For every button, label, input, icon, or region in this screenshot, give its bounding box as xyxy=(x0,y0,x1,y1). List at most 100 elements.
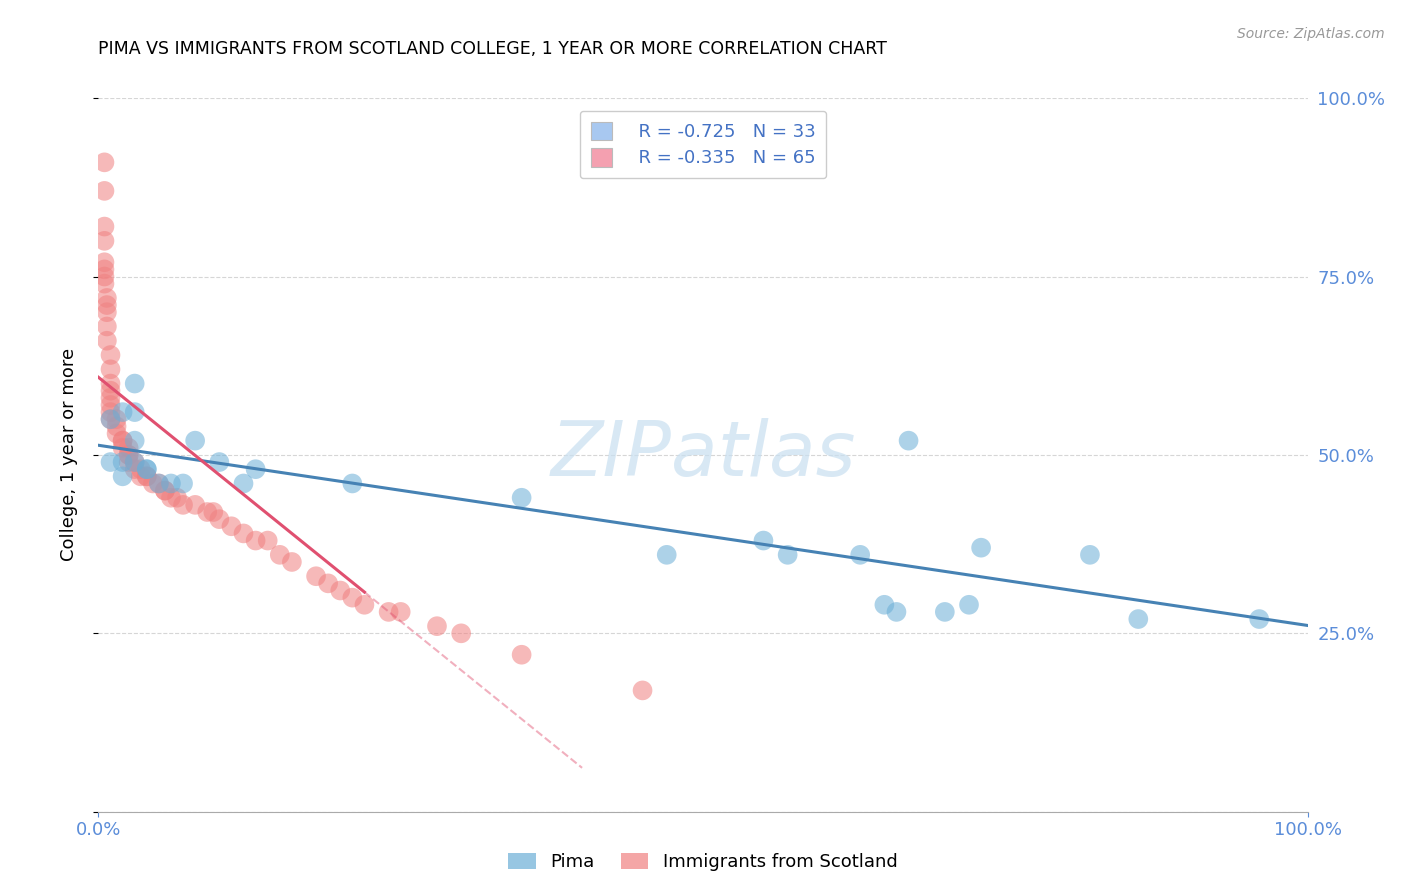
Point xyxy=(93,255,115,269)
Point xyxy=(1128,612,1150,626)
Point xyxy=(1249,612,1271,626)
Point xyxy=(450,626,472,640)
Point xyxy=(100,398,122,412)
Point xyxy=(96,298,118,312)
Point xyxy=(124,462,146,476)
Point xyxy=(142,476,165,491)
Point xyxy=(934,605,956,619)
Point xyxy=(202,505,225,519)
Point xyxy=(172,498,194,512)
Y-axis label: College, 1 year or more: College, 1 year or more xyxy=(59,349,77,561)
Point xyxy=(208,455,231,469)
Text: Source: ZipAtlas.com: Source: ZipAtlas.com xyxy=(1237,27,1385,41)
Point xyxy=(135,462,157,476)
Point xyxy=(316,576,339,591)
Text: PIMA VS IMMIGRANTS FROM SCOTLAND COLLEGE, 1 YEAR OR MORE CORRELATION CHART: PIMA VS IMMIGRANTS FROM SCOTLAND COLLEGE… xyxy=(98,40,887,58)
Point xyxy=(232,476,254,491)
Point xyxy=(752,533,775,548)
Point xyxy=(100,405,122,419)
Point xyxy=(111,434,134,448)
Point xyxy=(329,583,352,598)
Point xyxy=(849,548,872,562)
Point xyxy=(221,519,243,533)
Point xyxy=(377,605,399,619)
Point xyxy=(105,419,128,434)
Point xyxy=(111,469,134,483)
Point xyxy=(96,305,118,319)
Point xyxy=(93,234,115,248)
Point xyxy=(111,405,134,419)
Point xyxy=(111,434,134,448)
Point xyxy=(124,455,146,469)
Point xyxy=(129,462,152,476)
Point xyxy=(208,512,231,526)
Point xyxy=(148,476,170,491)
Point xyxy=(118,448,141,462)
Point xyxy=(118,441,141,455)
Point xyxy=(776,548,799,562)
Point xyxy=(153,483,176,498)
Point xyxy=(135,462,157,476)
Point xyxy=(389,605,412,619)
Point xyxy=(1078,548,1101,562)
Point xyxy=(281,555,304,569)
Point xyxy=(305,569,328,583)
Point xyxy=(245,533,267,548)
Point xyxy=(100,376,122,391)
Legend:   R = -0.725   N = 33,   R = -0.335   N = 65: R = -0.725 N = 33, R = -0.335 N = 65 xyxy=(579,111,827,178)
Point xyxy=(93,262,115,277)
Point xyxy=(245,462,267,476)
Point xyxy=(100,412,122,426)
Point xyxy=(124,376,146,391)
Point xyxy=(93,219,115,234)
Point xyxy=(160,491,183,505)
Point xyxy=(166,491,188,505)
Point xyxy=(124,455,146,469)
Point xyxy=(957,598,980,612)
Point xyxy=(172,476,194,491)
Point xyxy=(118,455,141,469)
Point xyxy=(96,319,118,334)
Point xyxy=(256,533,278,548)
Point xyxy=(124,434,146,448)
Point xyxy=(129,469,152,483)
Point xyxy=(269,548,291,562)
Point xyxy=(100,391,122,405)
Point xyxy=(124,405,146,419)
Point xyxy=(426,619,449,633)
Point xyxy=(100,455,122,469)
Point xyxy=(148,476,170,491)
Point xyxy=(232,526,254,541)
Point xyxy=(631,683,654,698)
Point xyxy=(184,498,207,512)
Point xyxy=(135,469,157,483)
Point xyxy=(873,598,896,612)
Point xyxy=(655,548,678,562)
Point xyxy=(342,476,364,491)
Point xyxy=(100,412,122,426)
Point xyxy=(118,448,141,462)
Point xyxy=(100,384,122,398)
Point xyxy=(111,455,134,469)
Point xyxy=(100,348,122,362)
Point xyxy=(96,334,118,348)
Point xyxy=(93,184,115,198)
Point xyxy=(184,434,207,448)
Point xyxy=(93,277,115,291)
Point xyxy=(342,591,364,605)
Point xyxy=(100,362,122,376)
Point xyxy=(111,441,134,455)
Point xyxy=(195,505,218,519)
Point xyxy=(510,648,533,662)
Point xyxy=(105,412,128,426)
Point xyxy=(970,541,993,555)
Point xyxy=(153,483,176,498)
Point xyxy=(135,469,157,483)
Point xyxy=(96,291,118,305)
Point xyxy=(353,598,375,612)
Point xyxy=(160,476,183,491)
Point xyxy=(510,491,533,505)
Point xyxy=(93,155,115,169)
Point xyxy=(105,426,128,441)
Point xyxy=(886,605,908,619)
